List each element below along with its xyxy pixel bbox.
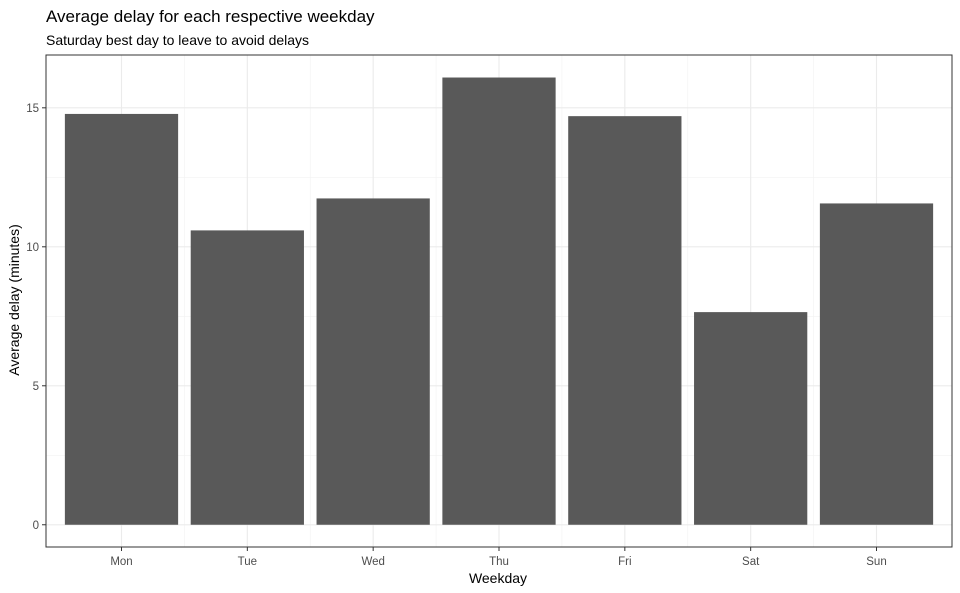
y-tick-label: 15 [26, 103, 39, 115]
y-axis-title: Average delay (minutes) [6, 224, 22, 375]
x-tick-label-sat: Sat [742, 556, 760, 568]
x-tick-label-thu: Thu [489, 556, 509, 568]
bar-sat [694, 312, 808, 525]
x-tick-label-wed: Wed [361, 556, 384, 568]
x-tick-label-mon: Mon [110, 556, 132, 568]
bar-wed [316, 198, 430, 525]
bar-sun [819, 203, 934, 525]
x-tick-label-fri: Fri [618, 556, 631, 568]
y-tick-label: 0 [33, 520, 39, 532]
bar-mon [64, 113, 179, 525]
x-tick-label-tue: Tue [238, 556, 257, 568]
y-axis-ticks: 0 5 10 15 [26, 103, 46, 532]
x-tick-label-sun: Sun [866, 556, 886, 568]
bar-tue [190, 230, 304, 525]
bar-thu [442, 77, 556, 525]
chart-title: Average delay for each respective weekda… [46, 7, 375, 26]
y-tick-label: 10 [26, 242, 39, 254]
x-axis-title: Weekday [469, 570, 527, 586]
bar-fri [568, 116, 682, 525]
x-axis-ticks: Mon Tue Wed Thu Fri Sat Sun [110, 547, 887, 568]
chart-subtitle: Saturday best day to leave to avoid dela… [46, 32, 309, 48]
bars [64, 77, 934, 525]
y-tick-label: 5 [33, 381, 39, 393]
